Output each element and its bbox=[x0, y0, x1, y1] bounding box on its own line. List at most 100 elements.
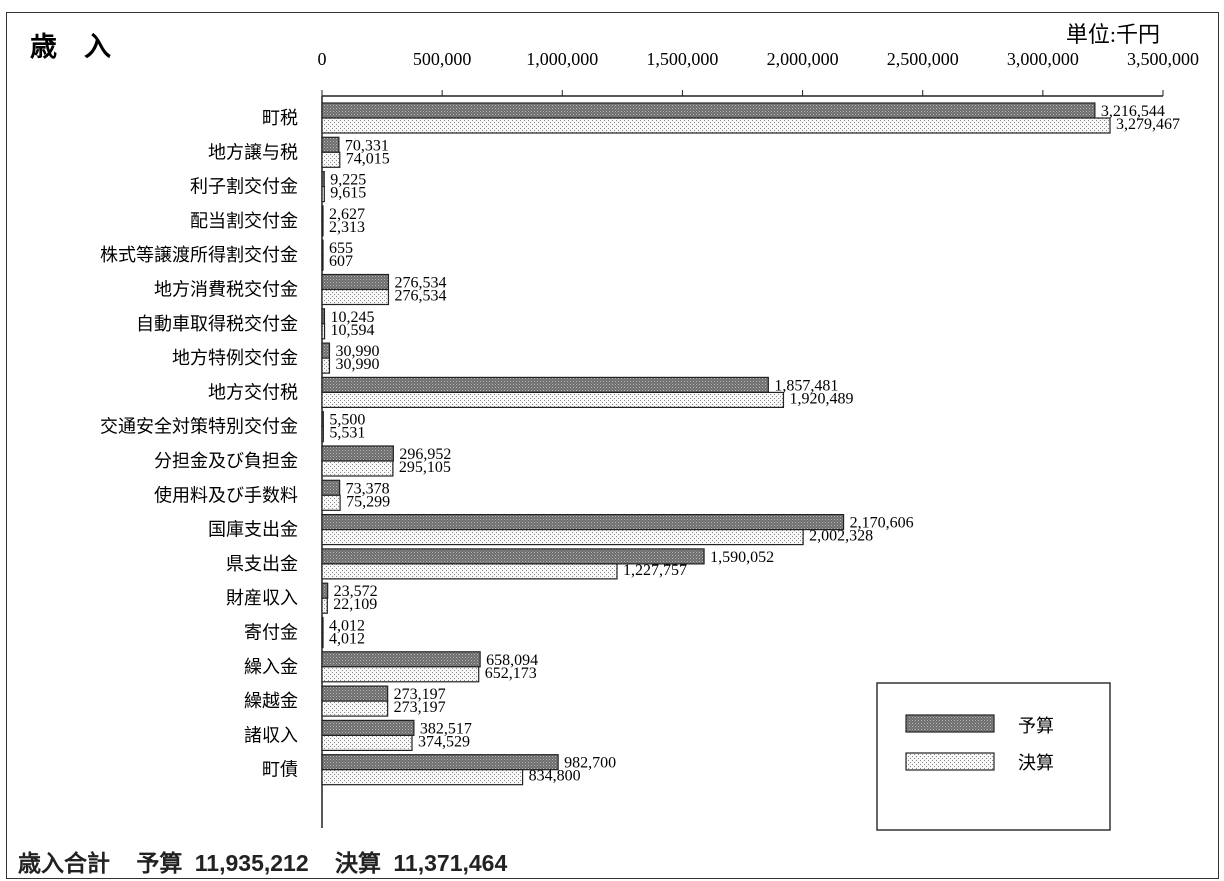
budget-value-label: 4,012 bbox=[329, 618, 365, 635]
category-label: 交通安全対策特別交付金 bbox=[100, 417, 298, 437]
settlement-value-label: 9,615 bbox=[330, 185, 366, 202]
unit-label: 単位:千円 bbox=[1066, 22, 1160, 47]
settlement-bar bbox=[321, 460, 394, 477]
category-label: 寄付金 bbox=[244, 623, 298, 643]
settlement-value-label: 276,534 bbox=[394, 288, 446, 305]
budget-bar bbox=[321, 479, 341, 496]
legend: 予算 決算 bbox=[876, 682, 1111, 831]
budget-value-label: 273,197 bbox=[394, 686, 446, 703]
budget-value-label: 276,534 bbox=[394, 275, 446, 292]
legend-label-settlement: 決算 bbox=[1018, 753, 1054, 773]
settlement-value-label: 1,227,757 bbox=[623, 562, 687, 579]
budget-bar bbox=[321, 582, 329, 599]
x-tick-label: 1,000,000 bbox=[526, 49, 598, 69]
settlement-bar bbox=[321, 631, 324, 649]
budget-bar bbox=[321, 685, 389, 702]
settlement-value-label: 273,197 bbox=[394, 699, 446, 716]
category-label: 繰入金 bbox=[244, 657, 298, 677]
settlement-bar bbox=[321, 494, 341, 511]
budget-bar bbox=[321, 754, 559, 771]
x-tick-label: 0 bbox=[318, 49, 327, 69]
settlement-bar bbox=[321, 151, 341, 168]
settlement-value-label: 834,800 bbox=[529, 768, 581, 785]
budget-bar bbox=[321, 342, 331, 359]
category-label: 財産収入 bbox=[226, 588, 298, 608]
category-label: 町債 bbox=[262, 760, 298, 780]
budget-bar bbox=[321, 205, 324, 222]
category-label: 配当割交付金 bbox=[190, 211, 298, 231]
budget-bar bbox=[321, 171, 325, 188]
budget-value-label: 982,700 bbox=[564, 755, 616, 772]
settlement-bar bbox=[321, 700, 389, 717]
budget-bar bbox=[321, 308, 326, 325]
budget-value-label: 658,094 bbox=[486, 652, 538, 669]
settlement-value-label: 652,173 bbox=[485, 665, 537, 682]
settlement-bar bbox=[321, 391, 785, 408]
settlement-value-label: 374,529 bbox=[418, 733, 470, 750]
budget-bar bbox=[321, 616, 324, 634]
category-label: 繰越金 bbox=[244, 691, 298, 711]
budget-bar bbox=[321, 136, 340, 153]
budget-value-label: 73,378 bbox=[346, 480, 390, 497]
budget-bar bbox=[321, 239, 324, 256]
settlement-value-label: 5,531 bbox=[329, 425, 365, 442]
settlement-value-label: 4,012 bbox=[329, 631, 365, 648]
x-tick-label: 3,000,000 bbox=[1007, 49, 1079, 69]
budget-bar bbox=[321, 719, 415, 737]
x-tick-label: 3,500,000 bbox=[1127, 49, 1199, 69]
settlement-bar bbox=[321, 563, 618, 580]
settlement-bar bbox=[321, 734, 413, 752]
category-labels: 町税地方譲与税利子割交付金配当割交付金株式等譲渡所得割交付金地方消費税交付金自動… bbox=[100, 108, 298, 780]
settlement-value-label: 2,313 bbox=[329, 219, 365, 236]
category-label: 地方交付税 bbox=[208, 382, 298, 402]
category-label: 地方譲与税 bbox=[208, 142, 298, 162]
budget-value-label: 296,952 bbox=[399, 446, 451, 463]
category-label: 町税 bbox=[262, 108, 298, 128]
settlement-value-label: 3,279,467 bbox=[1116, 116, 1180, 133]
settlement-value-label: 1,920,489 bbox=[789, 390, 853, 407]
category-label: 県支出金 bbox=[226, 554, 298, 574]
budget-value-label: 382,517 bbox=[420, 720, 472, 737]
settlement-value-label: 22,109 bbox=[333, 596, 377, 613]
total-settlement-label: 決算 bbox=[335, 850, 382, 876]
budget-bar bbox=[321, 376, 769, 393]
settlement-bar bbox=[321, 323, 326, 340]
x-tick-label: 500,000 bbox=[413, 49, 472, 69]
budget-value-label: 10,245 bbox=[330, 309, 374, 326]
legend-label-budget: 予算 bbox=[1018, 716, 1054, 736]
budget-value-label: 2,170,606 bbox=[850, 515, 914, 532]
x-tick-label: 1,500,000 bbox=[646, 49, 718, 69]
settlement-bar bbox=[321, 254, 324, 271]
budget-value-label: 9,225 bbox=[330, 172, 366, 189]
settlement-value-label: 607 bbox=[329, 253, 353, 270]
budget-value-label: 1,857,481 bbox=[774, 377, 838, 394]
budget-value-label: 1,590,052 bbox=[710, 549, 774, 566]
revenue-total: 歳入合計 予算 11,935,212 決算 11,371,464 bbox=[18, 844, 513, 878]
settlement-bar bbox=[321, 357, 331, 374]
chart-title: 歳 入 bbox=[30, 32, 111, 62]
settlement-value-label: 74,015 bbox=[346, 150, 390, 167]
budget-value-label: 5,500 bbox=[329, 412, 365, 429]
settlement-bar bbox=[321, 186, 325, 203]
budget-value-label: 23,572 bbox=[334, 583, 378, 600]
settlement-bar bbox=[321, 528, 804, 546]
category-label: 株式等譲渡所得割交付金 bbox=[100, 245, 298, 265]
settlement-bar bbox=[321, 288, 390, 306]
bars bbox=[321, 102, 1111, 786]
total-budget-label: 予算 bbox=[136, 850, 183, 876]
settlement-bar bbox=[321, 666, 480, 683]
settlement-value-label: 295,105 bbox=[399, 459, 451, 476]
category-label: 地方消費税交付金 bbox=[154, 280, 298, 300]
total-budget-value: 11,935,212 bbox=[194, 850, 309, 876]
legend-swatch-budget bbox=[905, 714, 995, 733]
settlement-value-label: 2,002,328 bbox=[809, 528, 873, 545]
settlement-bar bbox=[321, 426, 324, 443]
category-label: 自動車取得税交付金 bbox=[136, 314, 298, 334]
settlement-value-label: 75,299 bbox=[346, 493, 390, 510]
category-label: 地方特例交付金 bbox=[172, 348, 298, 368]
category-label: 諸収入 bbox=[244, 725, 298, 745]
x-axis-ticks: 0 500,000 1,000,000 1,500,000 2,000,000 2,500… bbox=[318, 49, 1200, 69]
settlement-value-label: 30,990 bbox=[335, 356, 379, 373]
